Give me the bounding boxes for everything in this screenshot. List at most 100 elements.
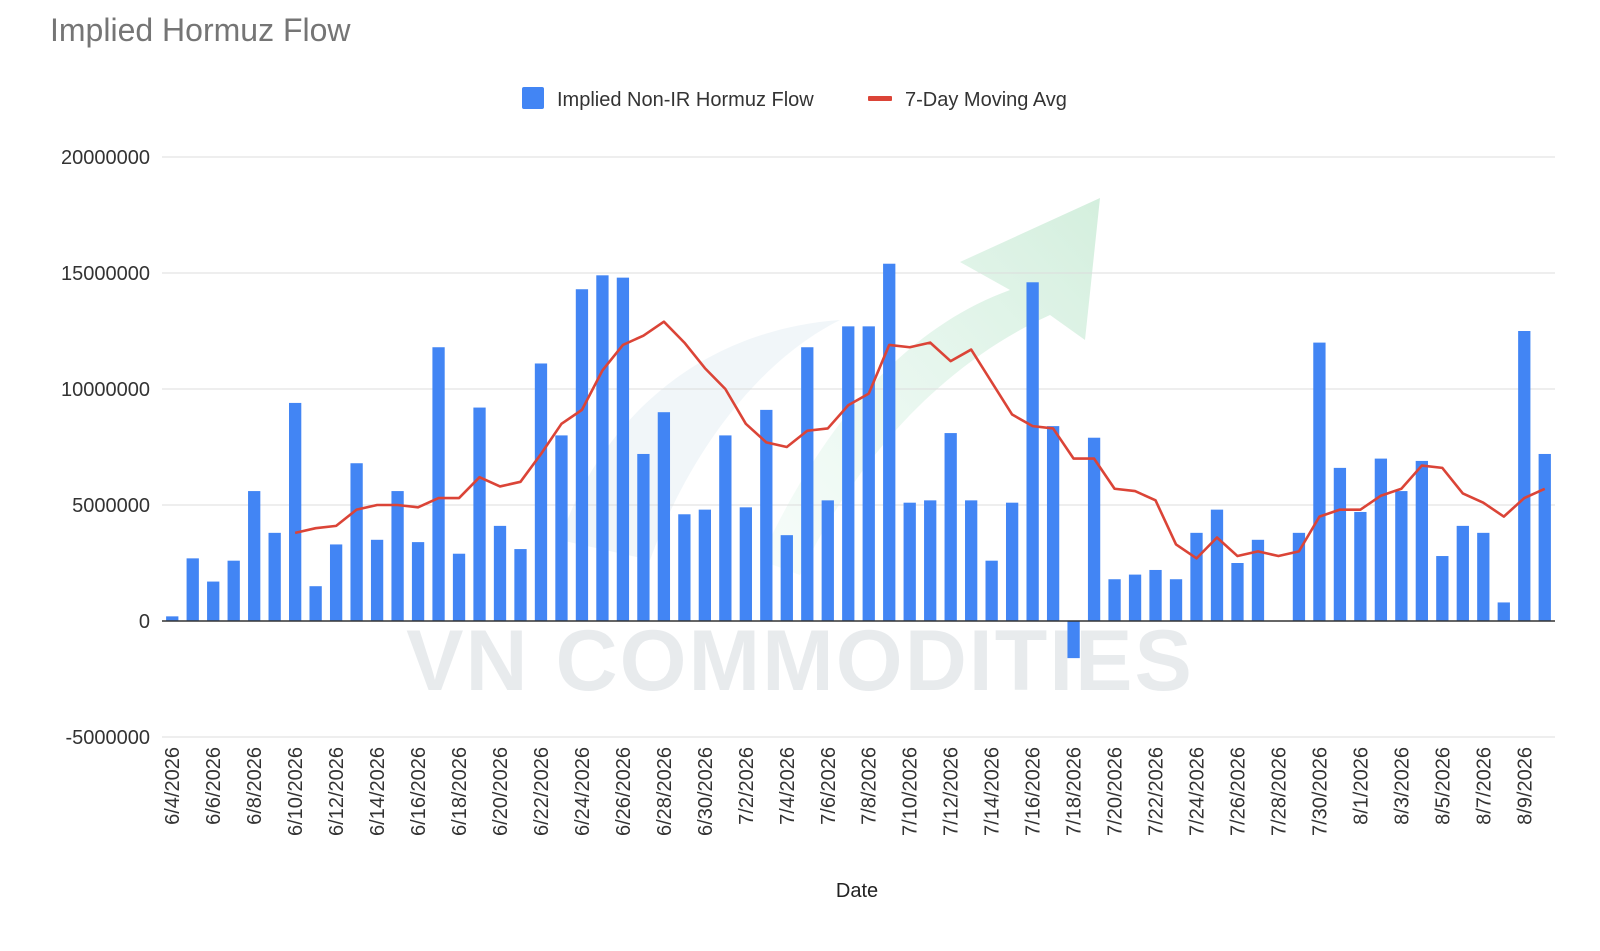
bar	[1026, 282, 1039, 621]
bar	[1333, 467, 1347, 621]
x-tick-label: 6/24/2026	[572, 747, 594, 836]
x-tick-label: 6/6/2026	[203, 747, 225, 825]
legend-swatch-bar	[522, 87, 544, 109]
x-axis-title: Date	[836, 880, 878, 902]
bar	[616, 277, 630, 621]
bar	[801, 347, 814, 621]
bar	[1251, 539, 1265, 621]
bar	[739, 507, 752, 621]
bar	[452, 553, 466, 621]
x-tick-label: 8/1/2026	[1350, 747, 1372, 825]
bar	[1313, 342, 1326, 621]
bar	[1538, 453, 1551, 621]
y-tick-label: 20000000	[61, 147, 150, 169]
bar	[227, 560, 240, 621]
watermark-text: VN COMMODITIES	[406, 613, 1194, 709]
bar	[985, 560, 998, 621]
x-tick-label: 6/30/2026	[695, 747, 717, 836]
bar	[1477, 532, 1490, 621]
bar	[186, 558, 199, 621]
bar	[1497, 602, 1510, 621]
bar	[1067, 621, 1080, 659]
line-series	[294, 320, 1546, 560]
bar	[1436, 556, 1449, 621]
y-tick-label: 0	[139, 611, 150, 633]
x-tick-label: 7/30/2026	[1309, 747, 1331, 836]
x-tick-label: 6/12/2026	[326, 747, 348, 836]
bar	[719, 435, 732, 621]
bar	[1108, 579, 1121, 621]
x-tick-label: 8/9/2026	[1514, 747, 1536, 825]
bar	[411, 542, 425, 621]
x-tick-label: 7/16/2026	[1023, 747, 1045, 836]
bar	[1190, 532, 1203, 621]
bar	[207, 581, 220, 621]
bar	[493, 525, 507, 621]
x-tick-label: 6/18/2026	[449, 747, 471, 836]
x-tick-label: 7/18/2026	[1064, 747, 1086, 836]
bar	[309, 586, 322, 621]
bar	[1169, 579, 1183, 621]
bar	[391, 491, 404, 621]
bar	[555, 435, 568, 621]
bar	[1292, 532, 1306, 621]
y-tick-label: 15000000	[61, 263, 150, 285]
bar	[1046, 426, 1060, 621]
x-tick-label: 7/10/2026	[900, 747, 922, 836]
moving-average-line	[294, 320, 1546, 560]
watermark-swoosh-icon	[560, 320, 840, 560]
bar	[1354, 511, 1367, 621]
bar	[1087, 437, 1101, 621]
bar	[1005, 502, 1019, 621]
bar	[637, 453, 650, 621]
legend-swatch-line	[868, 96, 892, 101]
x-tick-label: 7/20/2026	[1105, 747, 1127, 836]
y-tick-label: -5000000	[65, 727, 150, 749]
bar	[1374, 458, 1388, 621]
bar	[698, 509, 711, 621]
x-tick-label: 8/7/2026	[1473, 747, 1495, 825]
bar	[657, 412, 671, 621]
bar	[329, 544, 343, 621]
bar	[780, 535, 793, 621]
x-tick-label: 6/4/2026	[162, 747, 184, 825]
x-tick-label: 6/16/2026	[408, 747, 430, 836]
bar	[289, 402, 302, 621]
x-tick-label: 6/26/2026	[613, 747, 635, 836]
y-tick-label: 5000000	[72, 495, 150, 517]
x-tick-label: 7/26/2026	[1227, 747, 1249, 836]
x-tick-label: 7/14/2026	[982, 747, 1004, 836]
x-tick-label: 7/2/2026	[736, 747, 758, 825]
bar	[924, 500, 937, 621]
x-tick-label: 6/10/2026	[285, 747, 307, 836]
bar	[1210, 509, 1224, 621]
bar	[534, 363, 548, 621]
x-tick-label: 7/4/2026	[777, 747, 799, 825]
x-axis: 6/4/2026 6/6/2026 6/8/2026 6/10/2026 6/12/20…	[162, 747, 1536, 836]
bar	[370, 539, 384, 621]
bar	[514, 549, 527, 621]
chart-title: Implied Hormuz Flow	[50, 12, 351, 48]
legend-label-bar: Implied Non-IR Hormuz Flow	[557, 89, 814, 111]
bar	[760, 409, 773, 621]
legend: Implied Non-IR Hormuz Flow 7-Day Moving …	[522, 87, 1067, 111]
bar	[862, 326, 875, 621]
bar	[821, 500, 834, 621]
bar	[1231, 563, 1244, 621]
bar	[575, 289, 589, 621]
bar	[1456, 525, 1469, 621]
x-tick-label: 7/6/2026	[818, 747, 840, 825]
bar	[883, 263, 896, 621]
x-tick-label: 7/22/2026	[1146, 747, 1168, 836]
x-tick-label: 7/24/2026	[1187, 747, 1209, 836]
bar	[432, 347, 445, 621]
bar	[1149, 569, 1162, 621]
bar	[248, 491, 261, 621]
x-tick-label: 6/20/2026	[490, 747, 512, 836]
bar	[1518, 331, 1531, 621]
y-axis: -5000000 0 5000000 10000000 15000000 20000000	[61, 147, 150, 749]
x-tick-label: 7/12/2026	[941, 747, 963, 836]
x-tick-label: 7/28/2026	[1268, 747, 1290, 836]
